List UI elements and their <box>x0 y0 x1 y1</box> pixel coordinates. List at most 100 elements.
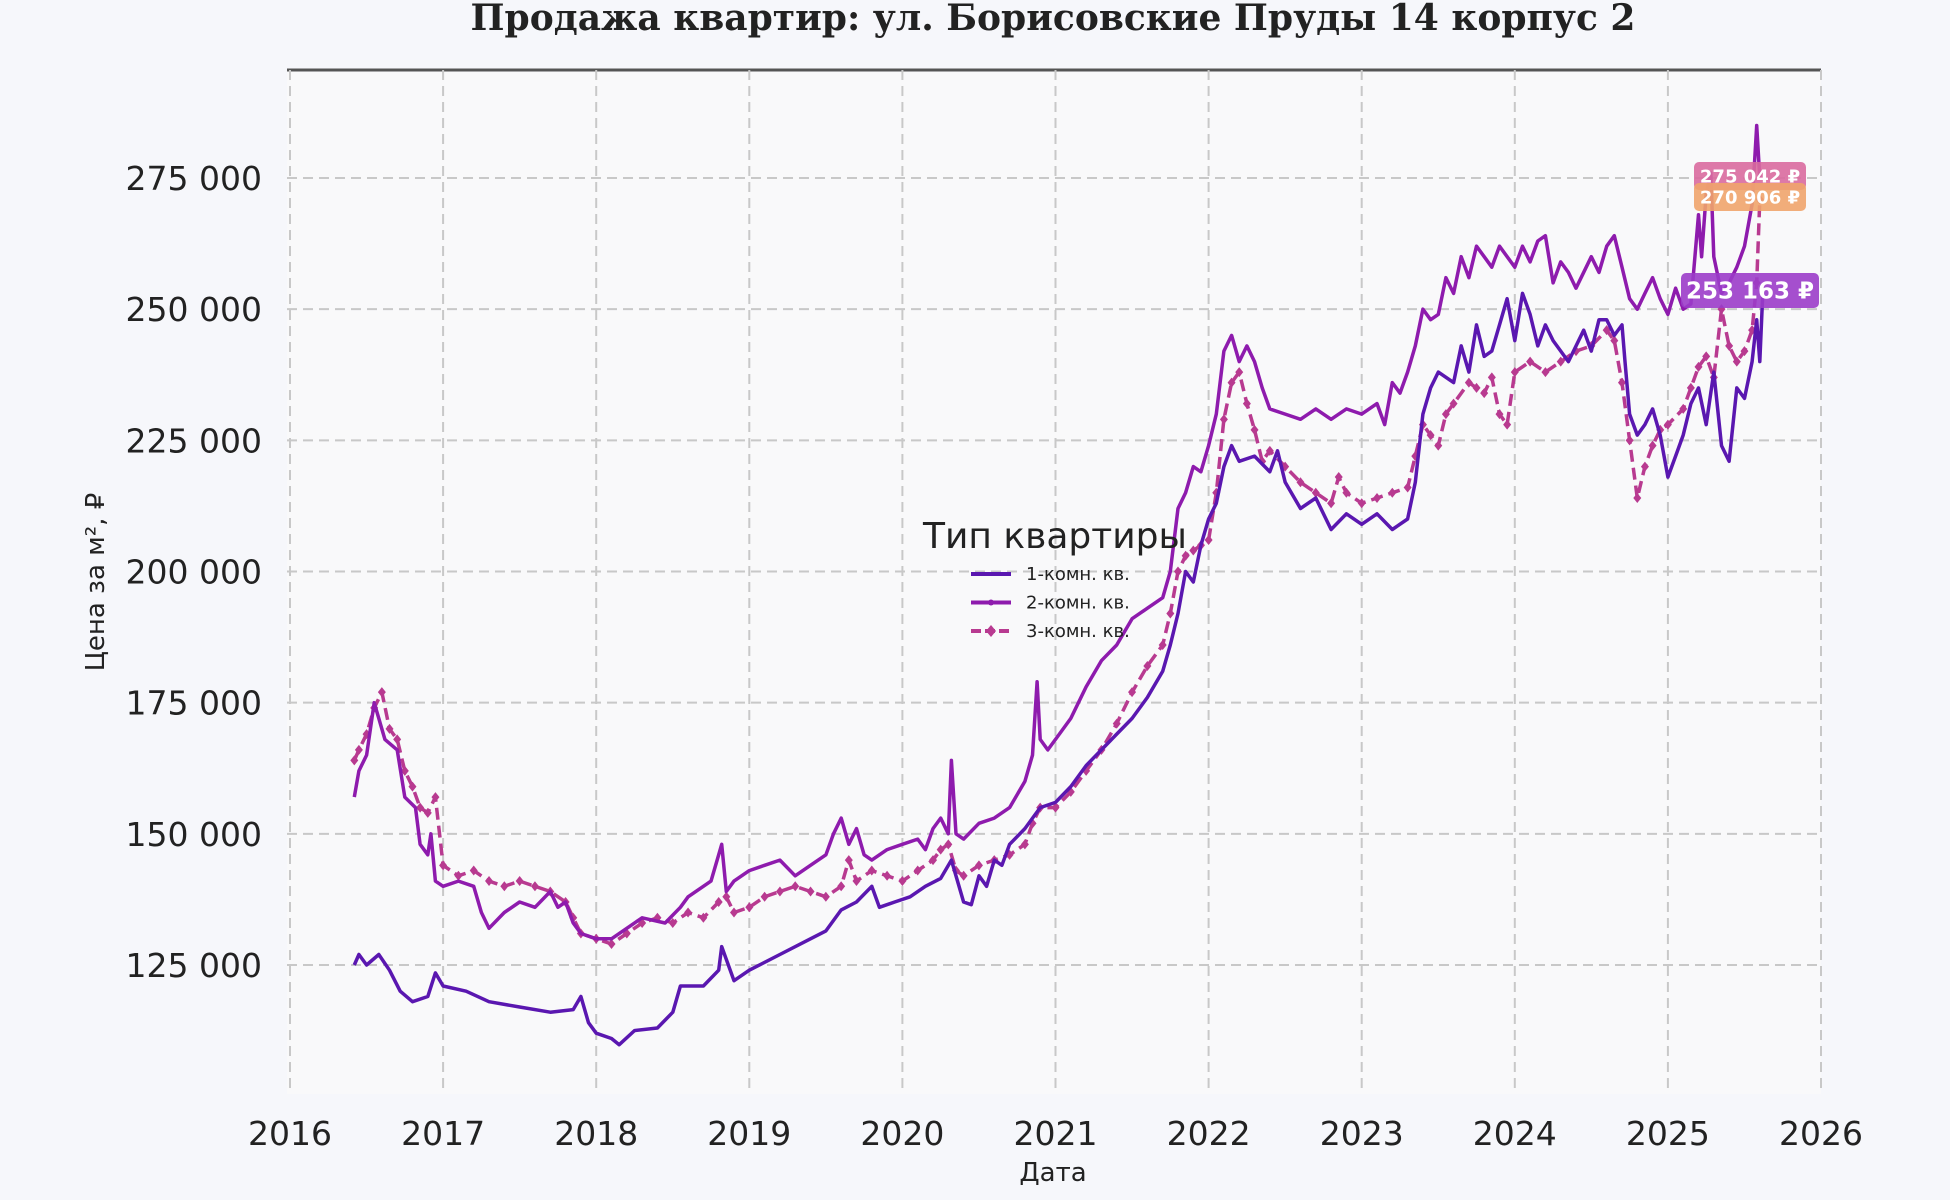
data-point <box>1204 535 1213 546</box>
data-point <box>668 918 677 929</box>
data-point <box>1663 419 1672 430</box>
data-point <box>883 870 892 881</box>
data-point <box>400 765 409 776</box>
data-point <box>1311 487 1320 498</box>
data-point <box>1556 356 1565 367</box>
data-point <box>500 881 509 892</box>
data-point <box>1740 346 1749 357</box>
data-point <box>1702 351 1711 362</box>
legend-marker <box>986 625 996 637</box>
data-point <box>350 755 359 766</box>
badge-background <box>1694 183 1806 211</box>
data-point <box>1357 498 1366 509</box>
legend-label: 3-комн. кв. <box>1026 621 1130 642</box>
data-point <box>530 881 539 892</box>
data-point <box>1181 550 1190 561</box>
x-tick-label: 2021 <box>1014 1114 1098 1153</box>
y-tick-label: 175 000 <box>126 684 262 723</box>
data-point <box>385 723 394 734</box>
data-point <box>485 876 494 887</box>
x-axis-label: Дата <box>1019 1158 1086 1188</box>
data-point <box>1472 382 1481 393</box>
data-point <box>1480 388 1489 399</box>
data-point <box>1327 498 1336 509</box>
series-layer <box>350 123 1765 1047</box>
y-tick-label: 225 000 <box>126 421 262 460</box>
data-point <box>354 744 363 755</box>
data-point <box>393 734 402 745</box>
data-point <box>1495 409 1504 420</box>
badge-value: 270 906 ₽ <box>1700 187 1800 208</box>
data-point <box>1342 487 1351 498</box>
data-point <box>944 839 953 850</box>
x-tick-label: 2024 <box>1473 1114 1557 1153</box>
data-point <box>1403 482 1412 493</box>
data-point <box>806 886 815 897</box>
data-point <box>1166 608 1175 619</box>
data-point <box>1051 802 1060 813</box>
series-line-1-room <box>352 291 1765 1047</box>
data-point <box>607 939 616 950</box>
data-point <box>1143 660 1152 671</box>
data-point <box>1373 493 1382 504</box>
data-point <box>1334 472 1343 483</box>
data-point <box>1219 414 1228 425</box>
legend-label: 1-комн. кв. <box>1026 564 1130 585</box>
data-point <box>714 897 723 908</box>
data-point <box>1426 430 1435 441</box>
data-point <box>775 886 784 897</box>
y-tick-label: 275 000 <box>126 159 262 198</box>
legend-label: 2-комн. кв. <box>1026 593 1130 614</box>
data-point <box>1503 419 1512 430</box>
data-point <box>821 891 830 902</box>
data-point <box>1296 477 1305 488</box>
data-point <box>1173 566 1182 577</box>
data-point <box>1686 382 1695 393</box>
legend-items: 1-комн. кв. 2-комн. кв. 3-комн. кв. <box>971 564 1130 642</box>
data-point <box>1242 398 1251 409</box>
data-point <box>760 891 769 902</box>
data-point <box>959 870 968 881</box>
data-point <box>439 860 448 871</box>
y-tick-label: 250 000 <box>126 290 262 329</box>
data-point <box>1610 335 1619 346</box>
series-line-2-room <box>352 123 1762 941</box>
data-point <box>454 870 463 881</box>
data-point <box>684 907 693 918</box>
end-value-labels: 275 042 ₽270 906 ₽ 253 163 ₽ <box>1681 162 1819 308</box>
end-value-badge: 253 163 ₽ <box>1681 273 1819 308</box>
legend-title: Тип квартиры <box>922 516 1187 557</box>
end-value-badge: 270 906 ₽ <box>1694 183 1806 211</box>
data-point <box>1434 440 1443 451</box>
data-point <box>1526 356 1535 367</box>
data-point <box>745 902 754 913</box>
data-point <box>1020 839 1029 850</box>
data-point <box>974 860 983 871</box>
legend-item: 3-комн. кв. <box>971 621 1130 642</box>
data-point <box>1487 372 1496 383</box>
legend-marker <box>988 599 994 606</box>
data-point <box>1648 440 1657 451</box>
data-point <box>1227 377 1236 388</box>
data-point <box>1449 398 1458 409</box>
data-point <box>1128 687 1137 698</box>
data-point <box>1265 445 1274 456</box>
data-point <box>791 881 800 892</box>
data-point <box>1388 487 1397 498</box>
data-point <box>515 876 524 887</box>
data-point <box>423 807 432 818</box>
x-tick-label: 2018 <box>554 1114 638 1153</box>
data-point <box>1541 367 1550 378</box>
legend-item: 1-комн. кв. <box>971 564 1130 585</box>
data-point <box>1633 493 1642 504</box>
y-tick-label: 125 000 <box>126 946 262 985</box>
data-point <box>1464 377 1473 388</box>
x-tick-label: 2016 <box>248 1114 332 1153</box>
data-point <box>431 792 440 803</box>
data-point <box>1158 639 1167 650</box>
series-1-room <box>352 291 1765 1047</box>
data-point <box>898 876 907 887</box>
y-axis-label: Цена за м², ₽ <box>81 493 111 672</box>
data-point <box>1235 367 1244 378</box>
